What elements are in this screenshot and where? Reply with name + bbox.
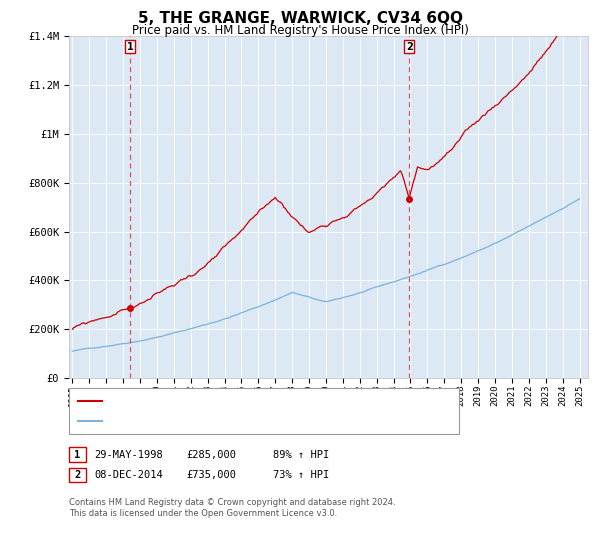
Text: £735,000: £735,000 [186,470,236,480]
Text: Contains HM Land Registry data © Crown copyright and database right 2024.
This d: Contains HM Land Registry data © Crown c… [69,498,395,518]
Text: Price paid vs. HM Land Registry's House Price Index (HPI): Price paid vs. HM Land Registry's House … [131,24,469,36]
Text: 08-DEC-2014: 08-DEC-2014 [94,470,163,480]
Text: 5, THE GRANGE, WARWICK, CV34 6QQ (detached house): 5, THE GRANGE, WARWICK, CV34 6QQ (detach… [106,396,382,406]
Text: 2: 2 [74,470,80,480]
Text: 5, THE GRANGE, WARWICK, CV34 6QQ: 5, THE GRANGE, WARWICK, CV34 6QQ [137,11,463,26]
Text: 1: 1 [74,450,80,460]
Text: HPI: Average price, detached house, Warwick: HPI: Average price, detached house, Warw… [106,416,328,426]
Text: 1: 1 [127,41,133,52]
Text: 2: 2 [406,41,413,52]
Text: £285,000: £285,000 [186,450,236,460]
Text: 29-MAY-1998: 29-MAY-1998 [94,450,163,460]
Text: 73% ↑ HPI: 73% ↑ HPI [273,470,329,480]
Text: 89% ↑ HPI: 89% ↑ HPI [273,450,329,460]
